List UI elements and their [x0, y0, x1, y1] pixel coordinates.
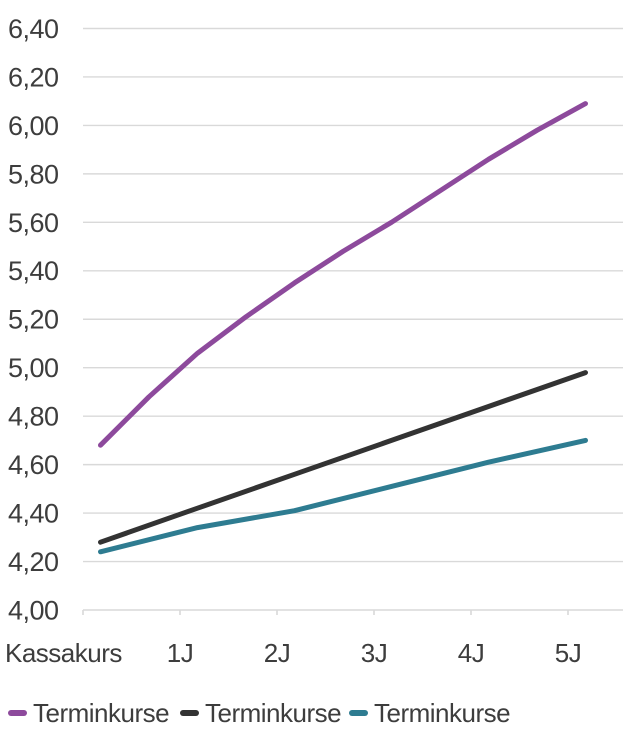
series-line-terminkurse-2 [98, 370, 588, 545]
legend-label: Terminkurse [374, 697, 511, 728]
legend-item: Terminkurse [8, 697, 170, 729]
y-tick-label: 4,60 [8, 450, 59, 480]
x-tick-label: 4J [458, 638, 484, 668]
y-tick-label: 6,20 [8, 62, 59, 92]
y-tick-label: 5,80 [8, 159, 59, 189]
legend-label: Terminkurse [33, 697, 170, 728]
y-tick-label: 5,20 [8, 305, 59, 335]
y-tick-label: 6,40 [8, 14, 59, 44]
y-tick-label: 4,40 [8, 499, 59, 529]
series-line-terminkurse-1 [98, 101, 588, 448]
legend-item: Terminkurse [180, 697, 342, 729]
y-tick-label: 5,60 [8, 208, 59, 238]
legend-marker-terminkurse-2 [180, 710, 199, 716]
y-tick-label: 4,20 [8, 547, 59, 577]
y-tick-label: 6,00 [8, 111, 59, 141]
legend: Terminkurse Terminkurse Terminkurse [0, 697, 628, 731]
x-tick-label: Kassakurs [5, 638, 122, 668]
series-line-terminkurse-3 [98, 437, 588, 555]
legend-marker-terminkurse-1 [8, 710, 27, 716]
y-tick-label: 4,80 [8, 402, 59, 432]
y-tick-label: 5,00 [8, 353, 59, 383]
x-tick-label: 2J [264, 638, 290, 668]
x-tick-label: 5J [555, 638, 581, 668]
x-tick-label: 3J [361, 638, 387, 668]
legend-label: Terminkurse [205, 697, 342, 728]
x-tick-label: 1J [167, 638, 193, 668]
legend-item: Terminkurse [349, 697, 511, 729]
line-chart: 6,40 6,20 6,00 5,80 5,60 5,40 5,20 5,00 4,80 4,60… [5, 14, 623, 668]
y-tick-label: 5,40 [8, 256, 59, 286]
y-tick-label: 4,00 [8, 595, 59, 625]
legend-marker-terminkurse-3 [349, 710, 368, 716]
